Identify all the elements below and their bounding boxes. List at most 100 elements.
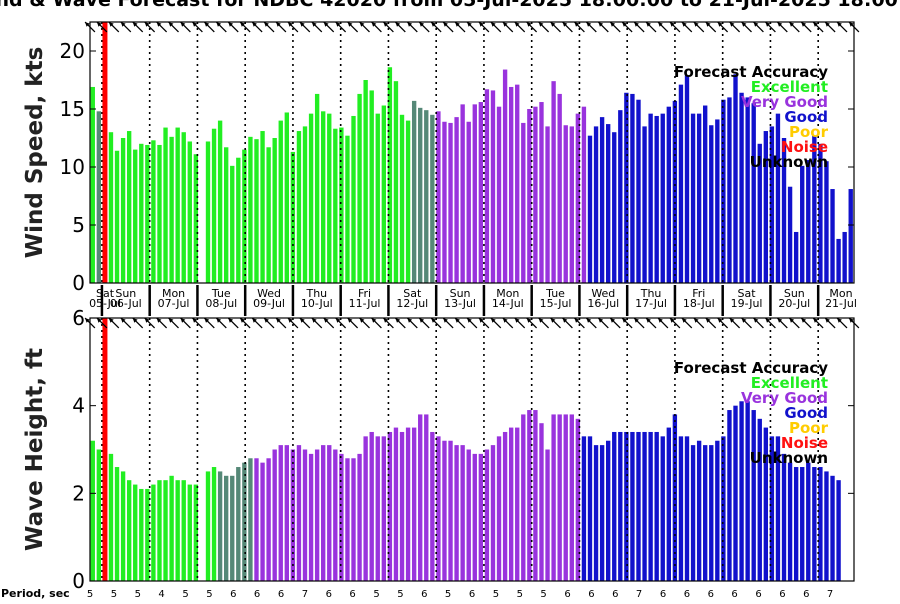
bar bbox=[224, 475, 229, 581]
y-axis-label: Wind Speed, kts bbox=[22, 47, 48, 259]
bar bbox=[715, 119, 720, 283]
bar bbox=[126, 480, 132, 581]
bar bbox=[709, 445, 714, 581]
bar bbox=[114, 150, 120, 283]
plot-frame bbox=[89, 317, 855, 582]
legend-item: Good bbox=[784, 404, 828, 422]
direction-arrowhead bbox=[586, 22, 592, 27]
bar bbox=[496, 106, 502, 284]
direction-arrowhead bbox=[622, 22, 627, 27]
bar bbox=[145, 144, 150, 283]
direction-arrowhead bbox=[359, 22, 365, 27]
bar bbox=[678, 84, 684, 283]
bar bbox=[842, 231, 847, 283]
bar bbox=[254, 458, 259, 581]
direction-arrowhead bbox=[108, 22, 114, 27]
bar bbox=[363, 436, 368, 581]
period-value: 6 bbox=[326, 589, 332, 600]
direction-arrowhead bbox=[264, 318, 269, 323]
bar bbox=[375, 113, 380, 283]
legend-item: Unknown bbox=[750, 153, 828, 171]
bar bbox=[120, 138, 126, 283]
direction-arrowhead bbox=[168, 318, 174, 323]
plot-frame bbox=[89, 21, 855, 284]
bar bbox=[606, 124, 611, 283]
period-value: 6 bbox=[564, 589, 570, 600]
direction-arrowhead bbox=[741, 318, 747, 323]
bar bbox=[636, 99, 641, 283]
period-value: 5 bbox=[135, 589, 141, 600]
direction-arrowhead bbox=[574, 22, 580, 27]
bar bbox=[278, 120, 283, 283]
direction-arrowhead bbox=[825, 22, 830, 27]
direction-arrowhead bbox=[192, 318, 198, 323]
bar bbox=[636, 431, 641, 581]
bar bbox=[351, 458, 356, 581]
bar bbox=[545, 126, 550, 284]
bar bbox=[120, 471, 126, 581]
day-name-label: Wed bbox=[257, 287, 281, 300]
legend-item: Noise bbox=[781, 434, 828, 452]
bar bbox=[612, 431, 617, 581]
direction-arrowhead bbox=[383, 318, 389, 323]
bar bbox=[527, 410, 532, 581]
bar bbox=[515, 84, 520, 283]
bar bbox=[836, 480, 841, 581]
bar bbox=[248, 136, 253, 283]
chart-title: Wind & Wave Forecast for NDBC 42020 from… bbox=[0, 0, 900, 11]
direction-arrowhead bbox=[681, 22, 687, 27]
bar bbox=[363, 80, 368, 283]
bar bbox=[236, 467, 241, 581]
bar bbox=[266, 147, 271, 283]
bar bbox=[472, 453, 477, 581]
bar bbox=[515, 427, 520, 581]
direction-arrowhead bbox=[299, 318, 305, 323]
bar bbox=[411, 100, 417, 283]
direction-arrowhead bbox=[693, 318, 699, 323]
y-tick-label: 4 bbox=[72, 394, 85, 418]
direction-arrowhead bbox=[574, 318, 580, 323]
period-value: 6 bbox=[779, 589, 785, 600]
bar bbox=[290, 449, 296, 581]
legend-item: Excellent bbox=[751, 78, 828, 96]
direction-arrowhead bbox=[693, 22, 699, 27]
bar bbox=[630, 431, 635, 581]
direction-arrowhead bbox=[120, 318, 126, 323]
direction-arrowhead bbox=[311, 318, 317, 323]
bar bbox=[787, 186, 793, 283]
direction-arrowhead bbox=[97, 318, 102, 323]
bar bbox=[114, 467, 120, 581]
bar bbox=[557, 93, 562, 283]
bar bbox=[90, 86, 95, 284]
bar bbox=[327, 113, 332, 283]
bar bbox=[193, 484, 199, 581]
bar bbox=[205, 141, 211, 283]
period-value: 5 bbox=[87, 589, 93, 600]
bar bbox=[757, 143, 762, 283]
direction-arrowhead bbox=[646, 22, 651, 27]
bar bbox=[709, 125, 714, 284]
direction-arrowhead bbox=[431, 22, 436, 27]
direction-arrowhead bbox=[550, 318, 556, 323]
direction-arrowhead bbox=[705, 22, 711, 27]
bar bbox=[618, 431, 623, 581]
direction-arrowhead bbox=[419, 318, 425, 323]
direction-arrowhead bbox=[562, 22, 568, 27]
direction-arrowhead bbox=[801, 22, 807, 27]
legend-item: Noise bbox=[781, 138, 828, 156]
direction-arrowhead bbox=[634, 22, 639, 27]
direction-arrowhead bbox=[598, 22, 604, 27]
bar bbox=[254, 139, 259, 283]
bar bbox=[399, 431, 405, 581]
bar bbox=[490, 445, 496, 581]
day-name-label: Mon bbox=[496, 287, 519, 300]
direction-arrowhead bbox=[598, 318, 604, 323]
period-value: 6 bbox=[731, 589, 737, 600]
y-tick-label: 6 bbox=[72, 306, 85, 330]
bar bbox=[775, 436, 781, 581]
direction-arrowhead bbox=[204, 318, 210, 323]
bar bbox=[321, 445, 326, 581]
bar bbox=[436, 111, 441, 283]
direction-arrowhead bbox=[586, 318, 592, 323]
day-date-label: 15-Jul bbox=[540, 297, 572, 310]
